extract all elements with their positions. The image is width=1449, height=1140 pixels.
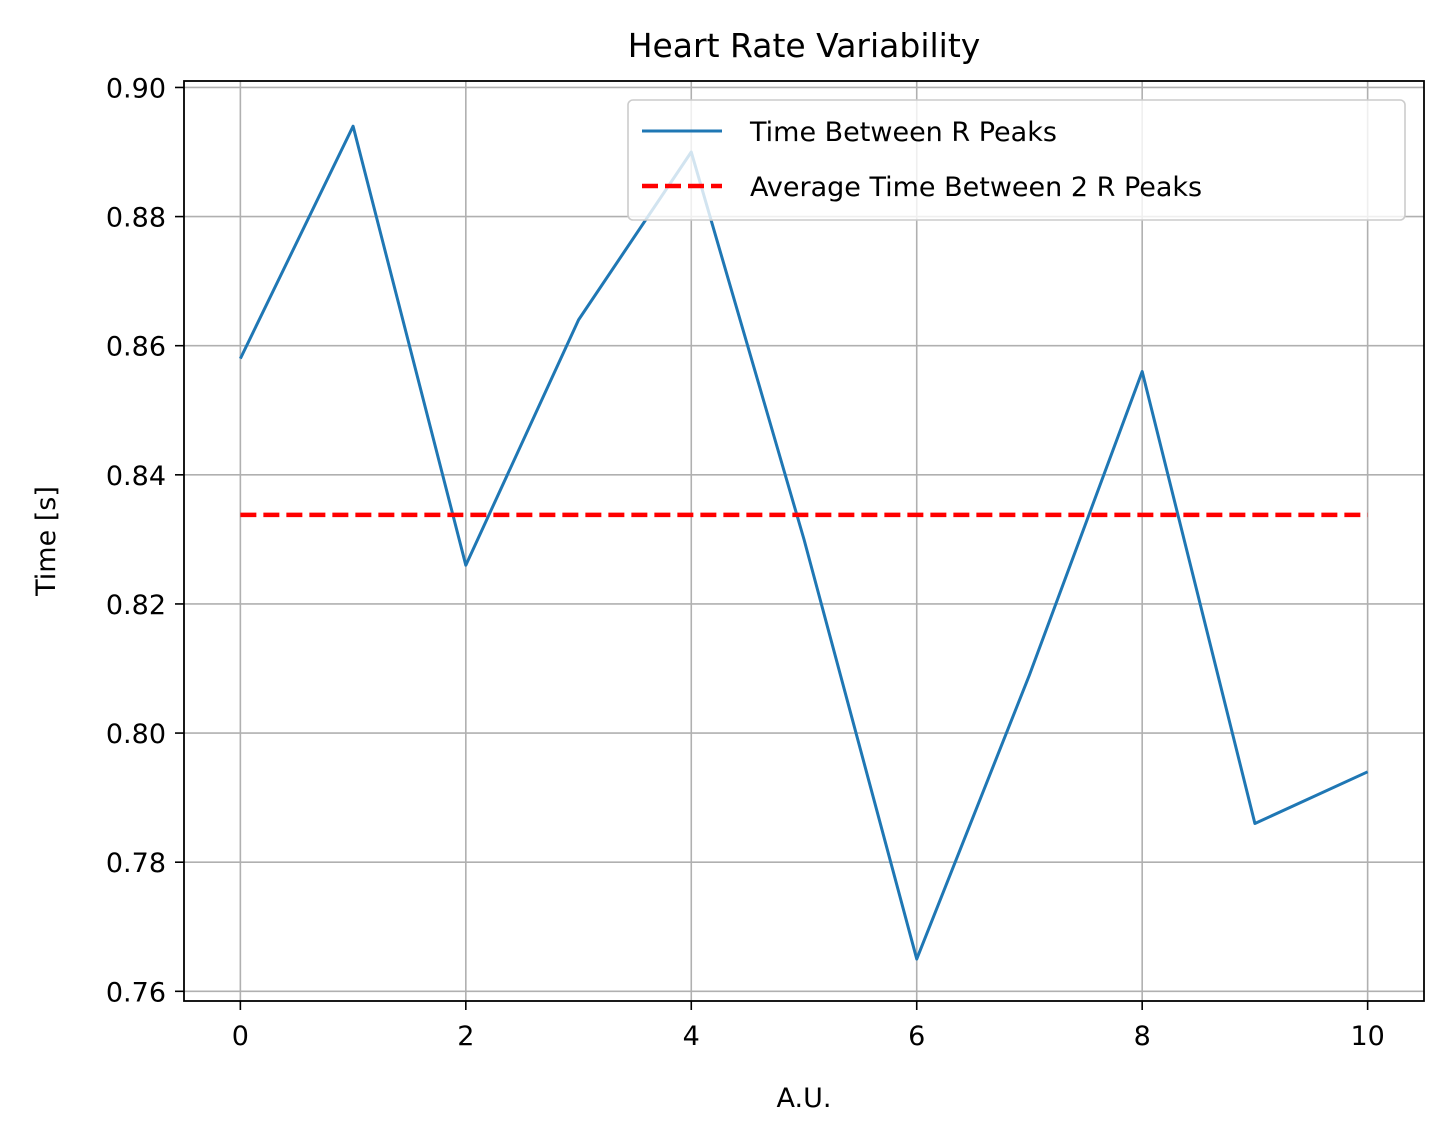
legend-label-line-series: Time Between R Peaks <box>749 117 1057 148</box>
ticks: 0 2 4 6 8 10 0.76 0.78 0.80 0.82 0.84 0.86 0.88 0.90 <box>106 73 1385 1052</box>
y-tick-label: 0.78 <box>106 848 166 879</box>
y-tick-label: 0.88 <box>106 203 166 234</box>
legend-label-average-series: Average Time Between 2 R Peaks <box>750 172 1202 203</box>
x-tick-label: 8 <box>1134 1021 1151 1052</box>
legend-box <box>627 99 1406 221</box>
x-tick-label: 6 <box>908 1021 925 1052</box>
y-tick-label: 0.82 <box>106 590 166 621</box>
plot-frame <box>183 80 1425 1002</box>
x-tick-label: 0 <box>232 1021 249 1052</box>
y-tick-label: 0.80 <box>106 719 166 750</box>
series-layer <box>239 124 1369 961</box>
x-tick-label: 4 <box>683 1021 700 1052</box>
y-axis-label: Time [s] <box>31 486 62 597</box>
legend: Time Between R Peaks Average Time Betwee… <box>627 99 1406 221</box>
x-axis-label: A.U. <box>777 1083 832 1114</box>
y-tick-label: 0.86 <box>106 332 166 363</box>
y-tick-label: 0.84 <box>106 461 166 492</box>
chart-title: Heart Rate Variability <box>628 26 981 65</box>
y-tick-label: 0.90 <box>106 73 166 104</box>
x-tick-label: 10 <box>1350 1021 1384 1052</box>
grid <box>184 81 1424 1001</box>
x-tick-label: 2 <box>457 1021 474 1052</box>
y-tick-label: 0.76 <box>106 977 166 1008</box>
series-line-time-between-r-peaks <box>239 124 1369 961</box>
